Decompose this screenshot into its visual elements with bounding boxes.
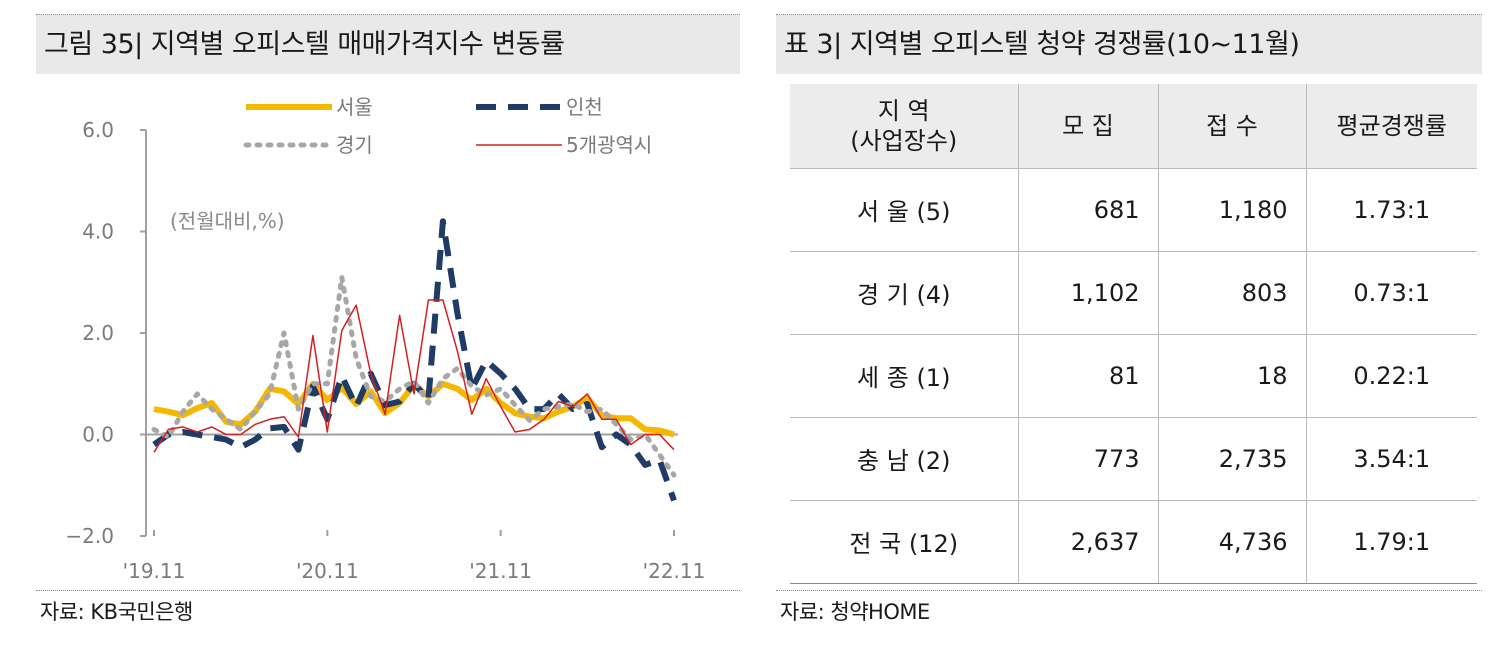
chart-unit-note: (전월대비,%) <box>170 209 285 233</box>
header-ratio: 평균경쟁률 <box>1305 84 1477 169</box>
header-recruit: 모 집 <box>1017 84 1158 169</box>
cell-recruit: 773 <box>1017 417 1158 501</box>
header-region-count: (사업장수) <box>850 126 958 155</box>
cell-recruit: 2,637 <box>1017 500 1158 584</box>
table-row: 세 종 (1) 81 18 0.22:1 <box>790 334 1477 418</box>
cell-region: 충 남 (2) <box>790 417 1018 501</box>
cell-region: 서 울 (5) <box>790 168 1018 252</box>
cell-ratio: 0.22:1 <box>1305 334 1477 418</box>
chart-title: 그림 35| 지역별 오피스텔 매매가격지수 변동률 <box>36 14 740 74</box>
x-tick-label: '19.11 <box>123 559 186 583</box>
table-row: 전 국 (12) 2,637 4,736 1.79:1 <box>790 500 1477 584</box>
line-chart: 6.0 4.0 2.0 0.0 −2.0 '19.11 '20.11 '21.11 '22.11… <box>65 95 706 583</box>
header-region-label: 지 역 <box>877 96 930 125</box>
cell-ratio: 3.54:1 <box>1305 417 1477 501</box>
series-line-2 <box>151 274 677 478</box>
x-tick-label: '20.11 <box>296 559 359 583</box>
cell-ratio: 0.73:1 <box>1305 251 1477 335</box>
x-tick-label: '22.11 <box>643 559 706 583</box>
legend-label: 경기 <box>336 133 373 157</box>
legend-label: 5개광역시 <box>566 133 652 157</box>
cell-region: 세 종 (1) <box>790 334 1018 418</box>
chart-source: 자료: KB국민은행 <box>36 590 740 630</box>
y-tick-label: 6.0 <box>82 118 114 142</box>
legend-label: 서울 <box>336 95 373 119</box>
legend-label: 인천 <box>566 95 603 119</box>
table-row: 경 기 (4) 1,102 803 0.73:1 <box>790 251 1477 335</box>
series-line-1 <box>152 218 677 502</box>
cell-applied: 2,735 <box>1157 417 1306 501</box>
cell-region: 경 기 (4) <box>790 251 1018 335</box>
series-line-3 <box>153 299 675 453</box>
header-region: 지 역 (사업장수) <box>790 84 1018 169</box>
table-source: 자료: 청약HOME <box>776 590 1482 630</box>
table-header-row: 지 역 (사업장수) 모 집 접 수 평균경쟁률 <box>790 84 1477 169</box>
cell-recruit: 81 <box>1017 334 1158 418</box>
subscription-competition-table: 지 역 (사업장수) 모 집 접 수 평균경쟁률 서 울 (5) 681 1,180… <box>790 84 1477 584</box>
y-tick-label: 0.0 <box>82 423 114 447</box>
y-tick-label: 4.0 <box>82 220 114 244</box>
cell-region: 전 국 (12) <box>790 500 1018 584</box>
cell-ratio: 1.73:1 <box>1305 168 1477 252</box>
table-title: 표 3| 지역별 오피스텔 청약 경쟁률(10~11월) <box>776 14 1482 74</box>
table-row: 충 남 (2) 773 2,735 3.54:1 <box>790 417 1477 501</box>
cell-applied: 803 <box>1157 251 1306 335</box>
cell-ratio: 1.79:1 <box>1305 500 1477 584</box>
header-applied: 접 수 <box>1157 84 1306 169</box>
y-tick-label: −2.0 <box>65 524 114 548</box>
cell-applied: 18 <box>1157 334 1306 418</box>
table-row: 서 울 (5) 681 1,180 1.73:1 <box>790 168 1477 252</box>
y-tick-label: 2.0 <box>82 321 114 345</box>
cell-applied: 1,180 <box>1157 168 1306 252</box>
x-tick-label: '21.11 <box>469 559 532 583</box>
cell-recruit: 1,102 <box>1017 251 1158 335</box>
cell-recruit: 681 <box>1017 168 1158 252</box>
cell-applied: 4,736 <box>1157 500 1306 584</box>
